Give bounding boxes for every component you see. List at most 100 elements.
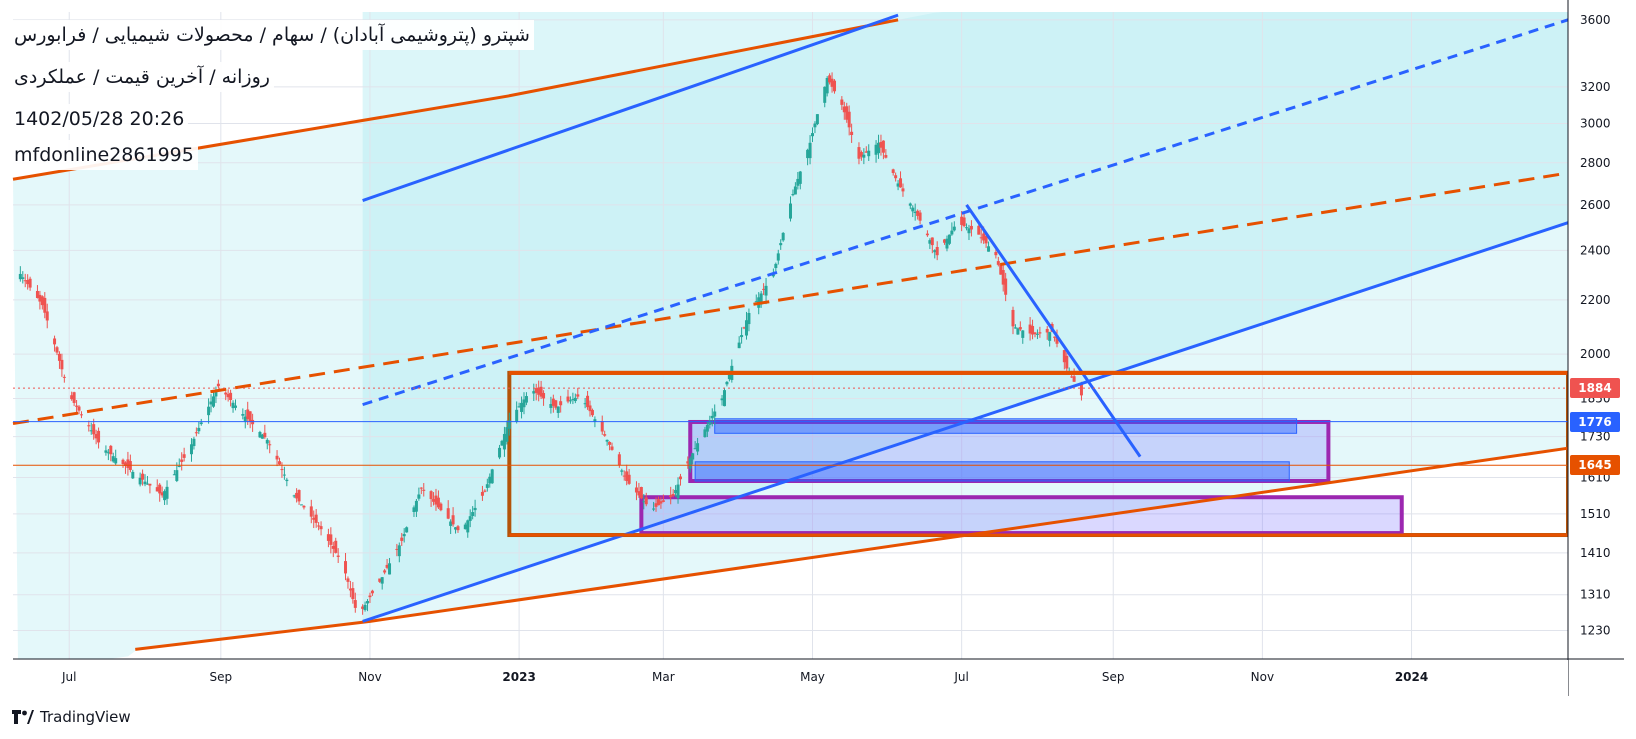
candle-body bbox=[55, 347, 59, 353]
candle-body bbox=[977, 225, 981, 235]
candle-body bbox=[737, 342, 741, 349]
candle-body bbox=[180, 459, 184, 462]
candle-body bbox=[23, 280, 27, 282]
candle-body bbox=[111, 456, 115, 462]
candle-body bbox=[158, 484, 162, 494]
candle-body bbox=[781, 232, 785, 241]
candle-body bbox=[979, 237, 983, 239]
candle-body bbox=[194, 432, 198, 434]
candle-body bbox=[661, 500, 665, 502]
candle-body bbox=[1062, 350, 1066, 363]
candle-body bbox=[439, 503, 443, 511]
candle-body bbox=[617, 454, 621, 466]
trendline-orange-1 bbox=[135, 446, 1569, 651]
candle-body bbox=[686, 461, 690, 464]
candle-body bbox=[644, 497, 648, 505]
trendline-blue-3 bbox=[362, 13, 899, 202]
candle-body bbox=[1028, 324, 1032, 334]
candle-body bbox=[588, 405, 592, 412]
candle-body bbox=[793, 186, 797, 195]
candle-body bbox=[53, 338, 57, 345]
candle-body bbox=[515, 409, 519, 422]
candle-body bbox=[952, 226, 956, 231]
candle-body bbox=[28, 278, 32, 288]
candle-body bbox=[378, 578, 382, 582]
candle-body bbox=[466, 520, 470, 533]
candle-body bbox=[791, 194, 795, 196]
candle-body bbox=[693, 448, 697, 450]
y-tick-label: 1410 bbox=[1580, 546, 1611, 560]
candle-body bbox=[175, 470, 179, 481]
candle-body bbox=[542, 392, 546, 399]
candle-body bbox=[815, 114, 819, 125]
candle-body bbox=[984, 235, 988, 244]
candle-body bbox=[429, 491, 433, 500]
candle-body bbox=[319, 526, 323, 530]
candle-body bbox=[155, 487, 159, 492]
candle-body bbox=[172, 474, 176, 476]
candle-body bbox=[454, 527, 458, 530]
candle-body bbox=[432, 499, 436, 502]
candle-body bbox=[982, 233, 986, 241]
candle-body bbox=[422, 489, 426, 491]
zone-blue bbox=[694, 461, 1290, 482]
candle-body bbox=[38, 294, 42, 302]
candle-body bbox=[713, 411, 717, 417]
candle-body bbox=[131, 471, 135, 479]
candle-body bbox=[72, 392, 76, 403]
candle-body bbox=[207, 406, 211, 416]
candle-body bbox=[317, 525, 321, 527]
candles bbox=[18, 72, 1083, 615]
candle-body bbox=[302, 505, 306, 508]
candle-body bbox=[744, 320, 748, 336]
candle-body bbox=[722, 390, 726, 407]
candle-body bbox=[243, 416, 247, 422]
candle-body bbox=[145, 483, 149, 485]
candle-body bbox=[930, 237, 934, 246]
candle-body bbox=[473, 507, 477, 511]
candle-body bbox=[554, 400, 558, 408]
candle-body bbox=[60, 359, 64, 370]
candle-body bbox=[967, 228, 971, 234]
candle-body bbox=[947, 234, 951, 244]
candle-body bbox=[539, 386, 543, 397]
x-tick-label: May bbox=[800, 670, 825, 684]
chart-username: mfdonline2861995 bbox=[10, 140, 198, 170]
candle-body bbox=[97, 430, 101, 443]
candle-body bbox=[571, 399, 575, 401]
candle-body bbox=[246, 409, 250, 420]
candle-body bbox=[568, 400, 572, 402]
candle-body bbox=[676, 484, 680, 499]
candle-body bbox=[143, 481, 147, 485]
candle-body bbox=[326, 534, 330, 541]
candle-body bbox=[943, 239, 947, 243]
candle-body bbox=[312, 517, 316, 520]
candle-body bbox=[586, 395, 590, 408]
candle-body bbox=[366, 601, 370, 604]
candle-body bbox=[1035, 333, 1039, 335]
candle-body bbox=[177, 466, 181, 468]
candle-body bbox=[896, 183, 900, 187]
candle-body bbox=[446, 508, 450, 519]
candle-body bbox=[600, 421, 604, 432]
candle-body bbox=[1021, 330, 1025, 338]
candle-body bbox=[1079, 383, 1083, 396]
candle-body bbox=[608, 441, 612, 445]
candle-body bbox=[725, 381, 729, 385]
candle-body bbox=[573, 397, 577, 402]
candle-body bbox=[688, 458, 692, 469]
candle-body bbox=[669, 495, 673, 498]
candle-body bbox=[534, 388, 538, 393]
tradingview-logo[interactable]: TradingView bbox=[12, 706, 131, 728]
x-tick-label: Mar bbox=[652, 670, 675, 684]
candle-body bbox=[639, 487, 643, 499]
candle-body bbox=[894, 175, 898, 179]
x-tick-label: Sep bbox=[1102, 670, 1125, 684]
candle-body bbox=[847, 111, 851, 128]
candle-body bbox=[405, 527, 409, 533]
candle-body bbox=[642, 501, 646, 503]
price-axis-bg bbox=[1568, 0, 1636, 739]
candle-body bbox=[960, 216, 964, 225]
candle-body bbox=[488, 476, 492, 484]
